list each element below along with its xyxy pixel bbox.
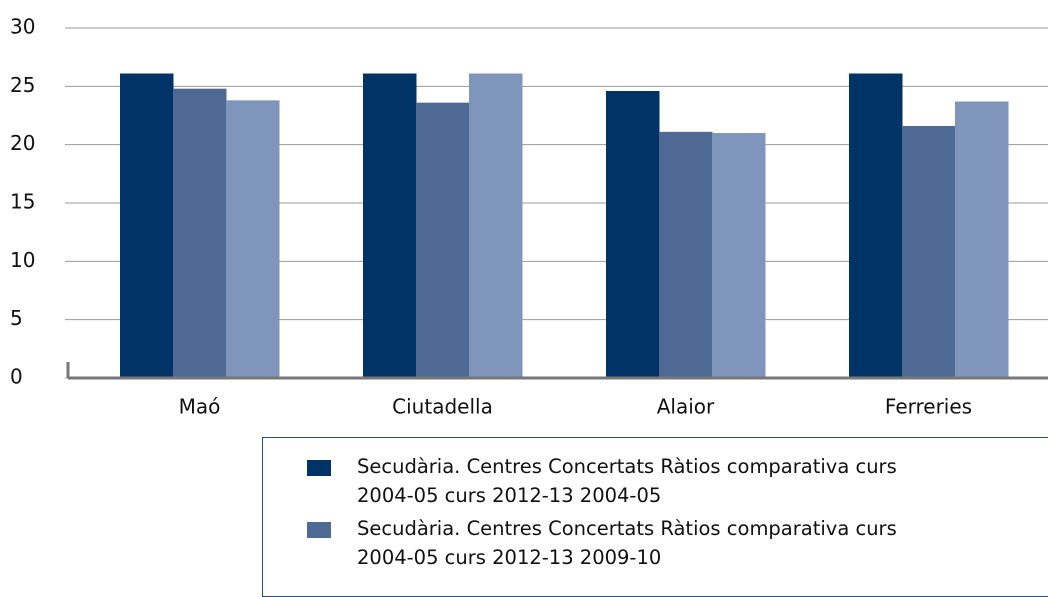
legend-swatch [307, 522, 331, 538]
y-tick-label: 0 [10, 365, 23, 389]
y-tick-label: 10 [10, 248, 35, 272]
legend: Secudària. Centres Concertats Ràtios com… [262, 437, 1048, 597]
x-tick-label: Ferreries [885, 395, 972, 419]
bar [120, 73, 174, 378]
y-tick-label: 5 [10, 306, 23, 330]
legend-label: Secudària. Centres Concertats Ràtios com… [357, 517, 897, 569]
bar [173, 88, 227, 379]
legend-swatch [307, 460, 331, 476]
page: 0 5 10 15 20 25 30 Maó Ciutadella Alaior Ferreries… [10, 14, 1048, 597]
bar [226, 100, 280, 378]
bar [955, 101, 1009, 378]
x-tick-label: Ciutadella [392, 395, 493, 419]
bar [712, 133, 766, 378]
x-tick-label: Maó [179, 395, 221, 419]
bar [849, 73, 903, 378]
bar [363, 73, 417, 378]
bar [902, 126, 956, 378]
bar [469, 73, 523, 378]
bar [659, 131, 713, 378]
y-tick-label: 30 [10, 15, 35, 39]
x-tick-label: Alaior [657, 395, 715, 419]
legend-label: Secudària. Centres Concertats Ràtios com… [357, 455, 897, 507]
y-tick-label: 25 [10, 73, 35, 97]
bar [416, 102, 470, 379]
y-tick-label: 15 [10, 190, 35, 214]
y-tick-label: 20 [10, 131, 35, 155]
bar [606, 91, 660, 378]
chart: 0 5 10 15 20 25 30 Maó Ciutadella Alaior Ferreries [10, 15, 1048, 419]
